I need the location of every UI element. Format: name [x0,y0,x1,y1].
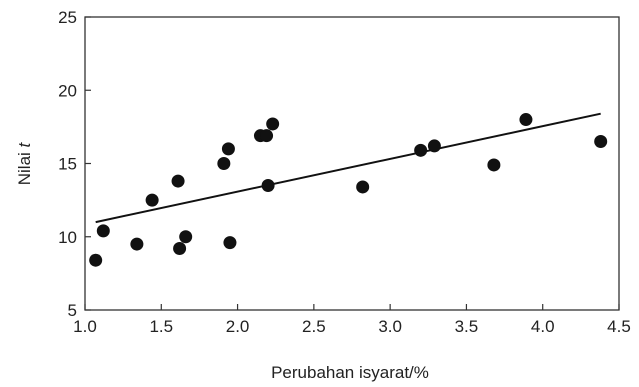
data-point [266,117,279,130]
x-tick-label: 3.5 [455,317,479,336]
y-tick-label: 20 [58,81,77,100]
x-tick-label: 1.0 [73,317,97,336]
data-point [222,142,235,155]
data-point [217,157,230,170]
trendline-group [96,114,601,222]
data-points [89,113,607,267]
trendline [96,114,601,222]
y-tick-label: 10 [58,228,77,247]
x-tick-label: 4.0 [531,317,555,336]
data-point [519,113,532,126]
data-point [428,139,441,152]
y-tick-label: 15 [58,155,77,174]
data-point [172,175,185,188]
data-point [179,230,192,243]
data-point [173,242,186,255]
x-tick-label: 3.0 [378,317,402,336]
plot-border [85,17,619,310]
y-axis-label: Nilai t [15,141,34,185]
data-point [356,180,369,193]
data-point [146,194,159,207]
data-point [260,129,273,142]
x-tick-label: 1.5 [149,317,173,336]
x-axis-label: Perubahan isyarat/% [271,363,429,382]
x-tick-label: 2.5 [302,317,326,336]
y-axis-label-italic: t [15,141,34,147]
x-axis: 1.0 1.5 2.0 2.5 3.0 3.5 4.0 4.5 [73,304,631,336]
data-point [97,224,110,237]
data-point [130,238,143,251]
y-tick-label: 25 [58,8,77,27]
x-tick-label: 4.5 [607,317,631,336]
data-point [487,158,500,171]
data-point [594,135,607,148]
plot-frame [85,17,619,310]
data-point [223,236,236,249]
y-axis-label-text: Nilai [15,147,34,185]
data-point [89,254,102,267]
data-point [414,144,427,157]
x-tick-label: 2.0 [226,317,250,336]
data-point [262,179,275,192]
